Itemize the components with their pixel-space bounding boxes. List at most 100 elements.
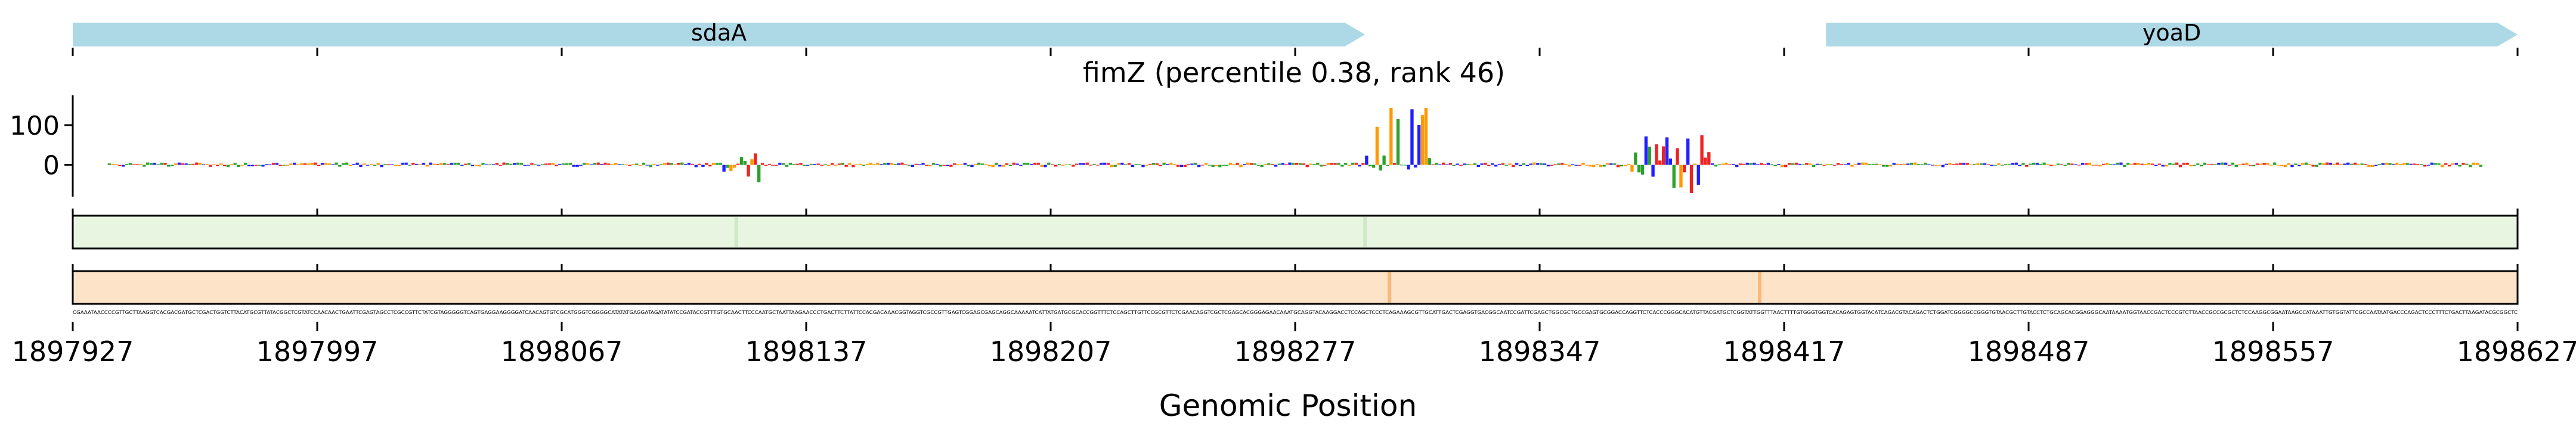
logo-base-mark [698,163,701,165]
logo-base-mark [946,164,949,166]
logo-base-mark [2182,163,2186,165]
logo-base-mark [1676,148,1679,165]
logo-base-mark [782,163,785,165]
logo-base-mark [293,162,296,165]
logo-base-mark [216,164,219,166]
logo-base-mark [1015,163,1019,165]
logo-base-mark [2311,164,2315,167]
logo-base-mark [314,162,317,165]
logo-base-mark [1700,135,1704,165]
track-band-1 [72,214,2519,250]
logo-base-mark [1228,163,1233,165]
logo-base-mark [1934,164,1938,166]
logo-base-mark [562,163,565,165]
logo-base-mark [1965,163,1969,165]
logo-base-mark [355,162,359,165]
logo-base-mark [949,164,953,167]
logo-base-mark [652,163,656,165]
logo-base-mark [202,164,206,165]
logo-base-mark [883,163,887,165]
logo-base-mark [2185,163,2189,165]
logo-base-mark [816,163,820,165]
logo-base-mark [1753,163,1756,165]
logo-base-mark [1424,107,1428,165]
logo-base-mark [1484,163,1487,165]
logo-base-mark [635,163,639,165]
logo-base-mark [568,163,572,165]
logo-base-mark [1749,163,1753,165]
logo-base-mark [736,163,740,165]
logo-base-mark [275,163,279,165]
logo-base-mark [1288,162,1292,165]
logo-base-mark [373,164,377,166]
logo-base-mark [474,164,478,166]
logo-base-mark [642,163,646,165]
logo-base-mark [2402,163,2406,165]
logo-base-mark [1211,164,1215,167]
logo-base-mark [1333,163,1337,165]
logo-base-mark [2165,164,2168,167]
logo-base-mark [2371,164,2374,167]
logo-base-mark [1190,163,1194,165]
logo-base-mark [2447,164,2451,167]
logo-base-mark [852,164,855,167]
logo-base-mark [897,163,900,165]
logo-base-mark [841,163,844,165]
gene-track-axis [72,48,2519,56]
logo-base-mark [834,164,838,166]
logo-base-mark [1683,164,1686,173]
logo-base-mark [743,161,747,165]
logo-base-mark [624,164,628,165]
logo-base-mark [1742,163,1746,165]
logo-base-mark [939,164,942,167]
logo-base-mark [1896,163,1899,165]
logo-base-mark [1665,137,1669,165]
logo-base-mark [404,162,408,165]
logo-base-mark [205,164,209,165]
logo-base-mark [1550,164,1553,166]
logo-base-mark [191,163,195,165]
logo-base-mark [1036,163,1040,165]
logo-base-mark [1019,164,1023,166]
logo-base-mark [747,164,750,177]
logo-base-mark [2388,163,2392,165]
x-tick-label: 1898137 [745,335,868,368]
logo-base-mark [1194,163,1197,165]
logo-base-mark [174,163,178,165]
logo-base-mark [181,163,184,165]
logo-base-mark [1092,163,1096,165]
logo-base-mark [1382,156,1386,165]
logo-base-mark [198,163,202,165]
logo-base-mark [1389,107,1393,165]
logo-base-mark [1435,163,1438,165]
logo-base-mark [146,162,150,165]
logo-base-mark [1494,164,1498,167]
y-tick-label: 0 [43,151,60,181]
logo-base-mark [1567,164,1571,167]
logo-base-mark [1620,164,1624,167]
logo-base-mark [1585,164,1589,166]
logo-base-mark [1958,163,1962,165]
logo-base-mark [1096,164,1100,166]
logo-base-mark [415,163,419,165]
logo-base-mark [1927,164,1931,165]
logo-base-mark [247,164,251,167]
logo-base-mark [1103,163,1107,165]
logo-base-mark [1316,163,1320,165]
logo-base-mark [237,164,240,167]
logo-base-mark [987,164,991,167]
logo-base-mark [970,164,974,167]
logo-base-mark [1187,164,1190,165]
logo-base-mark [2105,163,2109,165]
logo-base-mark [383,163,387,165]
logo-base-mark [464,163,467,165]
logo-base-mark [2287,163,2290,165]
logo-base-mark [2252,164,2256,167]
logo-base-mark [2398,163,2402,165]
logo-base-mark [2067,163,2070,165]
logo-base-mark [1438,164,1442,165]
logo-base-mark [1931,164,1934,166]
logo-base-mark [757,164,761,183]
logo-base-mark [1882,164,1885,167]
logo-base-mark [1512,164,1515,167]
